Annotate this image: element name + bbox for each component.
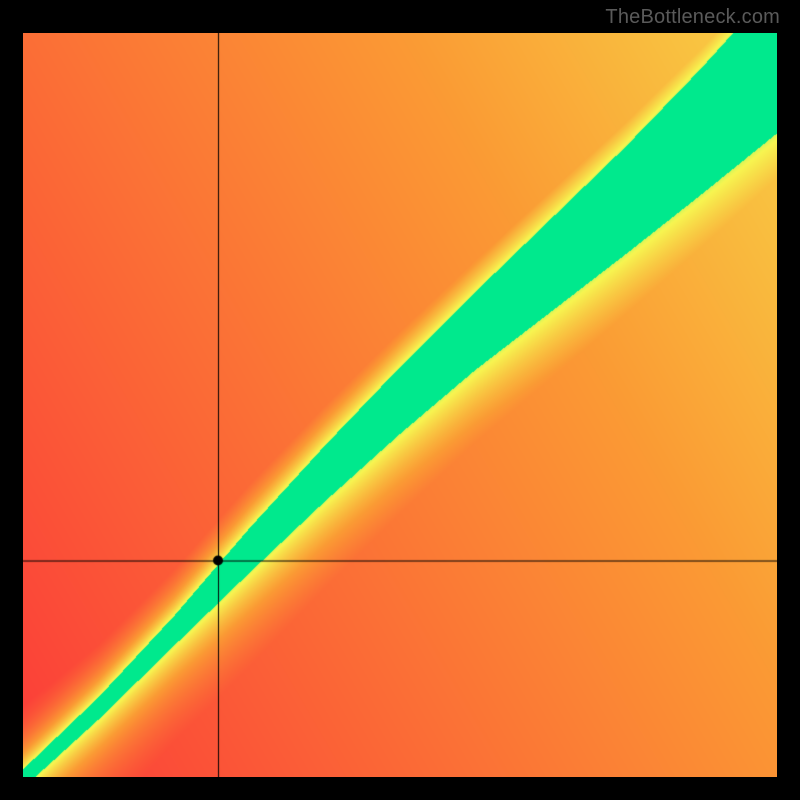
watermark-text: TheBottleneck.com xyxy=(605,6,780,29)
heatmap-canvas xyxy=(23,33,777,777)
chart-container: TheBottleneck.com xyxy=(0,0,800,800)
heatmap-plot xyxy=(23,33,777,777)
